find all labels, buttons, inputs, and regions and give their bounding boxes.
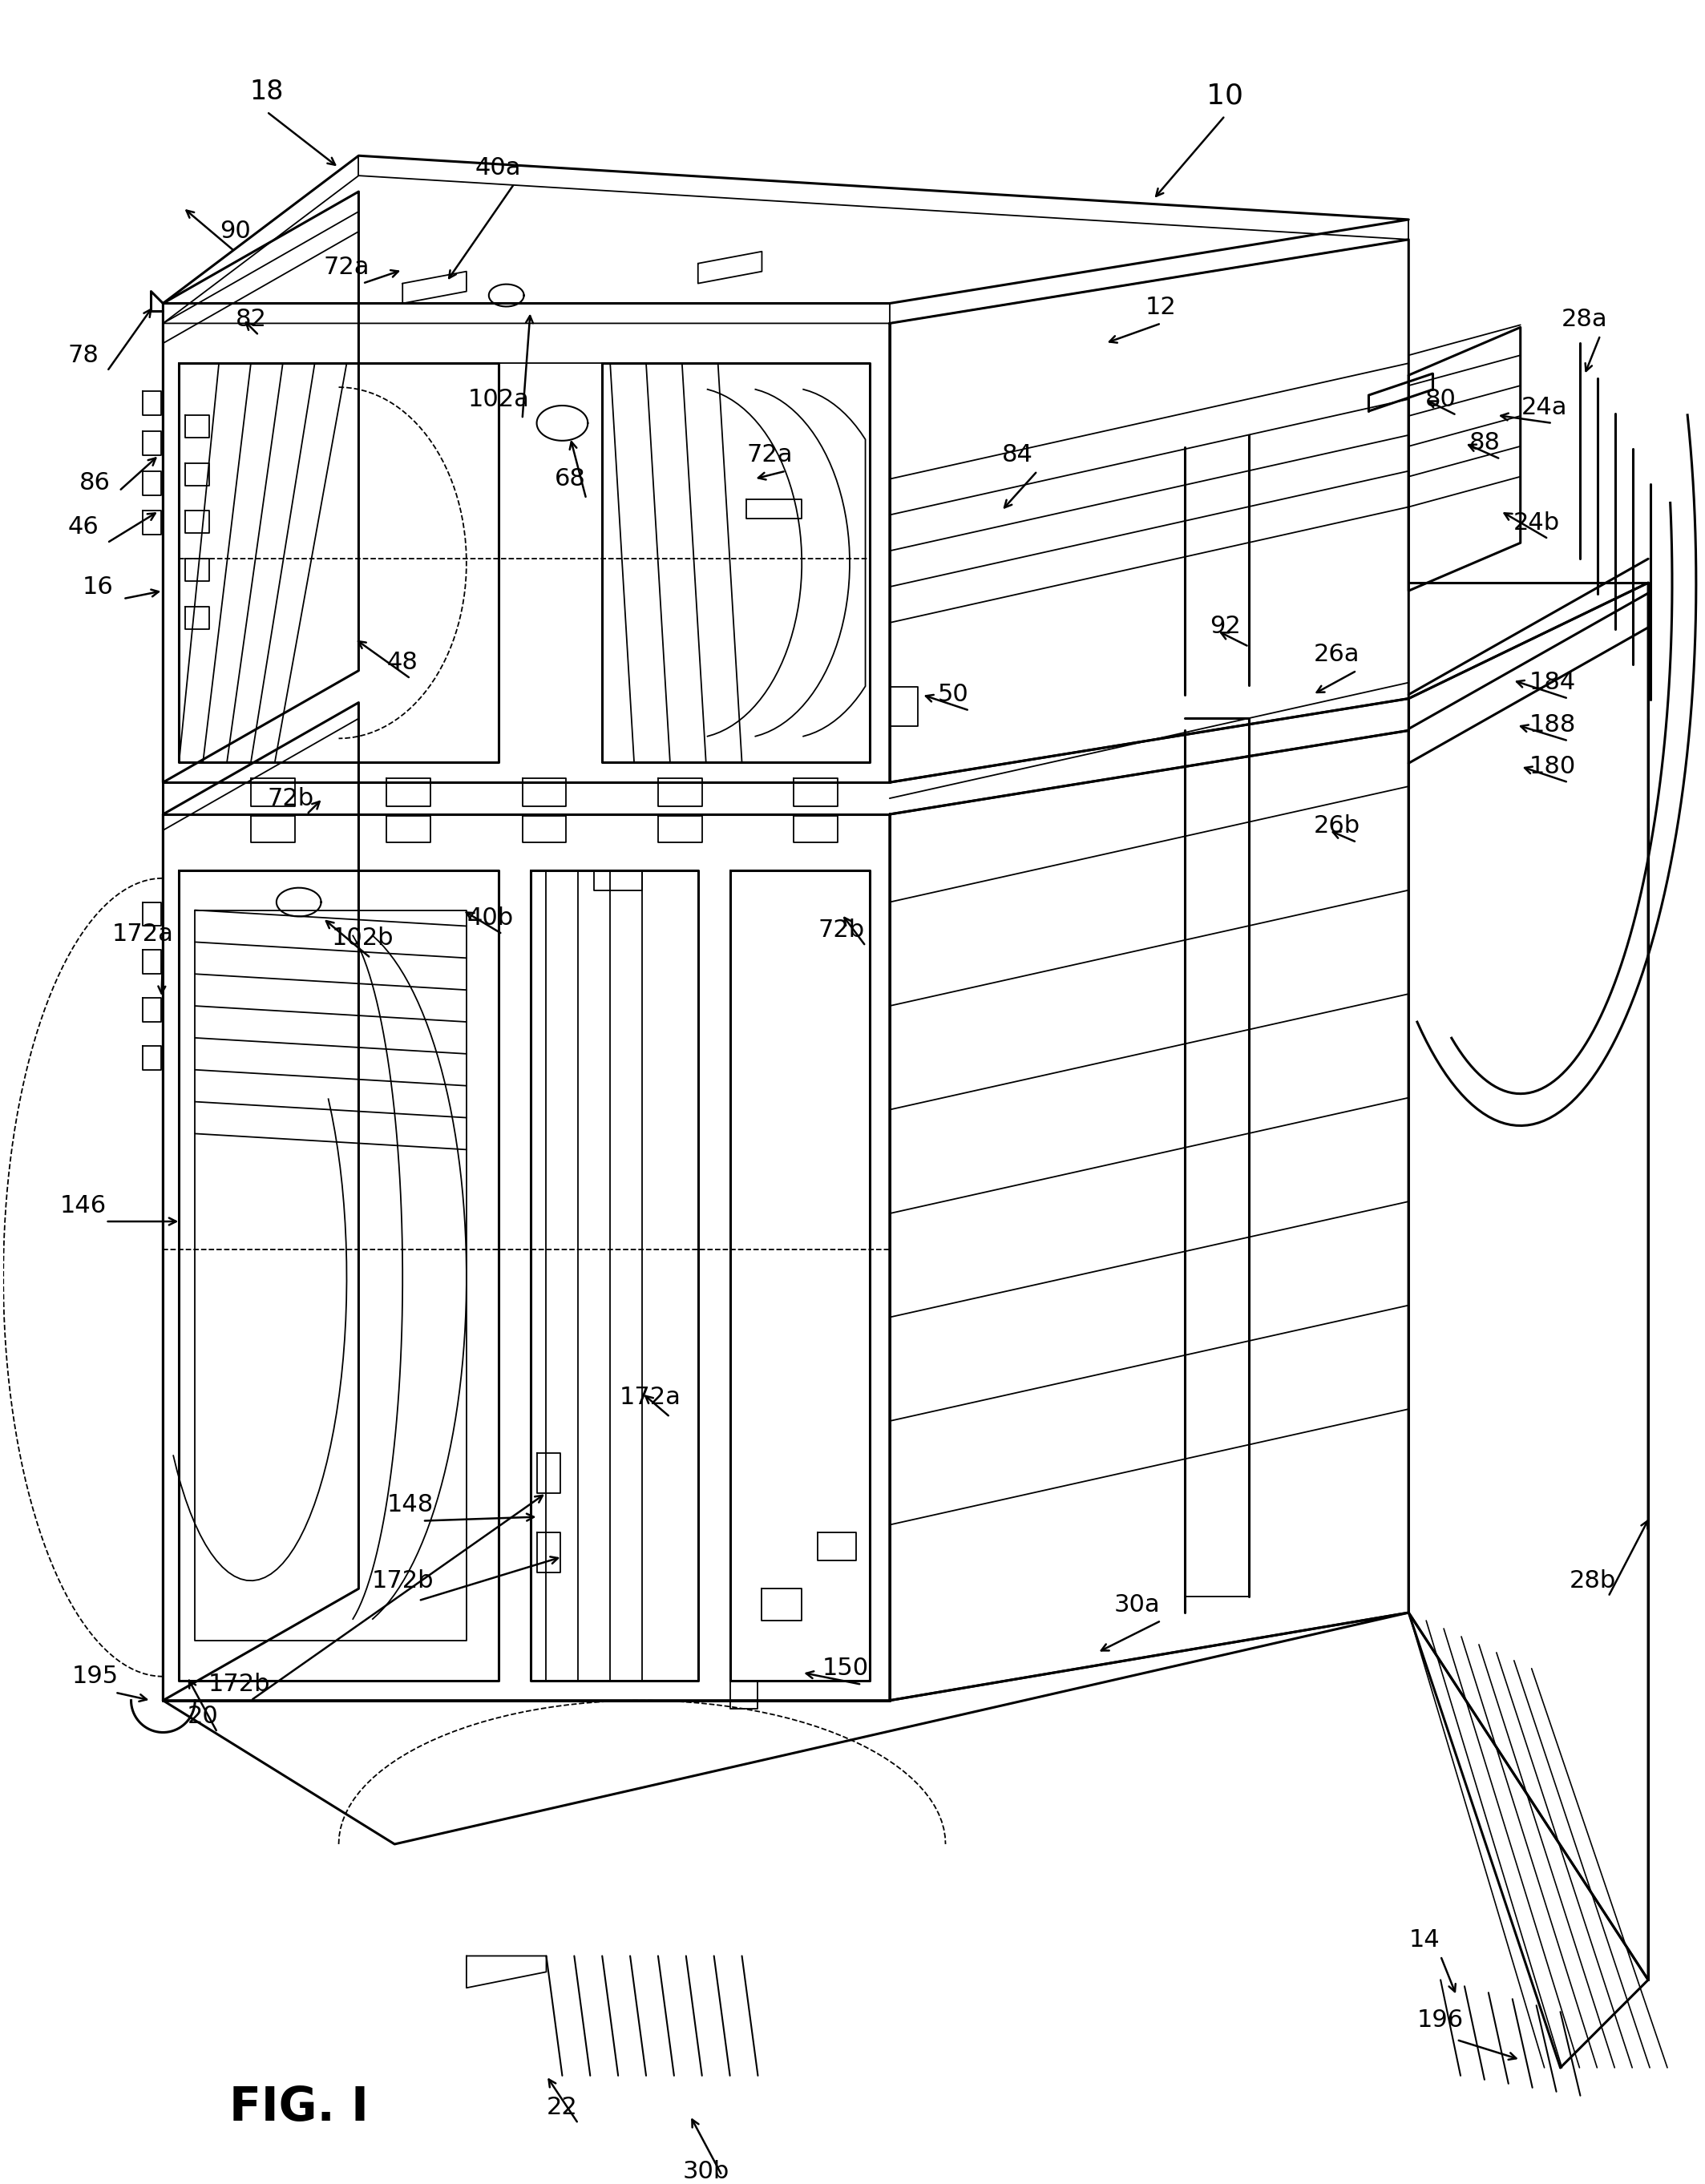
Text: 24a: 24a bbox=[1521, 395, 1567, 419]
Text: 72b: 72b bbox=[818, 919, 864, 941]
Text: 146: 146 bbox=[60, 1195, 106, 1216]
Text: 184: 184 bbox=[1529, 670, 1575, 695]
Text: 88: 88 bbox=[1468, 432, 1500, 454]
Text: 46: 46 bbox=[68, 515, 99, 539]
Text: 72b: 72b bbox=[268, 786, 314, 810]
Text: 20: 20 bbox=[188, 1706, 218, 1728]
Text: 188: 188 bbox=[1529, 714, 1575, 736]
Text: 16: 16 bbox=[82, 574, 113, 598]
Text: 196: 196 bbox=[1417, 2007, 1465, 2031]
Text: 72a: 72a bbox=[324, 256, 370, 280]
Text: 150: 150 bbox=[822, 1658, 870, 1679]
Text: 84: 84 bbox=[1003, 443, 1033, 467]
Text: 90: 90 bbox=[220, 221, 251, 242]
Text: 148: 148 bbox=[387, 1494, 433, 1516]
Text: 172b: 172b bbox=[372, 1568, 433, 1592]
Text: 102b: 102b bbox=[331, 926, 394, 950]
Text: 28a: 28a bbox=[1562, 308, 1608, 332]
Text: 172a: 172a bbox=[619, 1385, 680, 1409]
Text: 102a: 102a bbox=[467, 387, 529, 411]
Text: 26b: 26b bbox=[1313, 815, 1361, 839]
Text: 86: 86 bbox=[80, 472, 111, 494]
Text: 28b: 28b bbox=[1569, 1568, 1616, 1592]
Text: 78: 78 bbox=[68, 343, 99, 367]
Text: FIG. I: FIG. I bbox=[228, 2086, 368, 2129]
Text: 80: 80 bbox=[1425, 387, 1456, 411]
Text: 72a: 72a bbox=[747, 443, 793, 467]
Text: 82: 82 bbox=[235, 308, 266, 332]
Text: 10: 10 bbox=[1207, 83, 1243, 109]
Text: 40b: 40b bbox=[467, 906, 513, 930]
Text: 172b: 172b bbox=[208, 1673, 269, 1697]
Text: 50: 50 bbox=[938, 684, 968, 705]
Text: 24b: 24b bbox=[1512, 511, 1560, 535]
Text: 48: 48 bbox=[387, 651, 418, 675]
Text: 14: 14 bbox=[1408, 1928, 1441, 1952]
Text: 30a: 30a bbox=[1113, 1592, 1159, 1616]
Text: 30b: 30b bbox=[682, 2160, 730, 2184]
Text: 172a: 172a bbox=[113, 922, 174, 946]
Text: 195: 195 bbox=[72, 1664, 118, 1688]
Text: 12: 12 bbox=[1146, 295, 1176, 319]
Text: 92: 92 bbox=[1209, 616, 1241, 638]
Text: 180: 180 bbox=[1529, 756, 1575, 778]
Text: 22: 22 bbox=[547, 2097, 578, 2118]
Text: 68: 68 bbox=[554, 467, 587, 491]
Text: 26a: 26a bbox=[1315, 642, 1361, 666]
Text: 18: 18 bbox=[251, 79, 283, 105]
Text: 40a: 40a bbox=[476, 155, 522, 179]
